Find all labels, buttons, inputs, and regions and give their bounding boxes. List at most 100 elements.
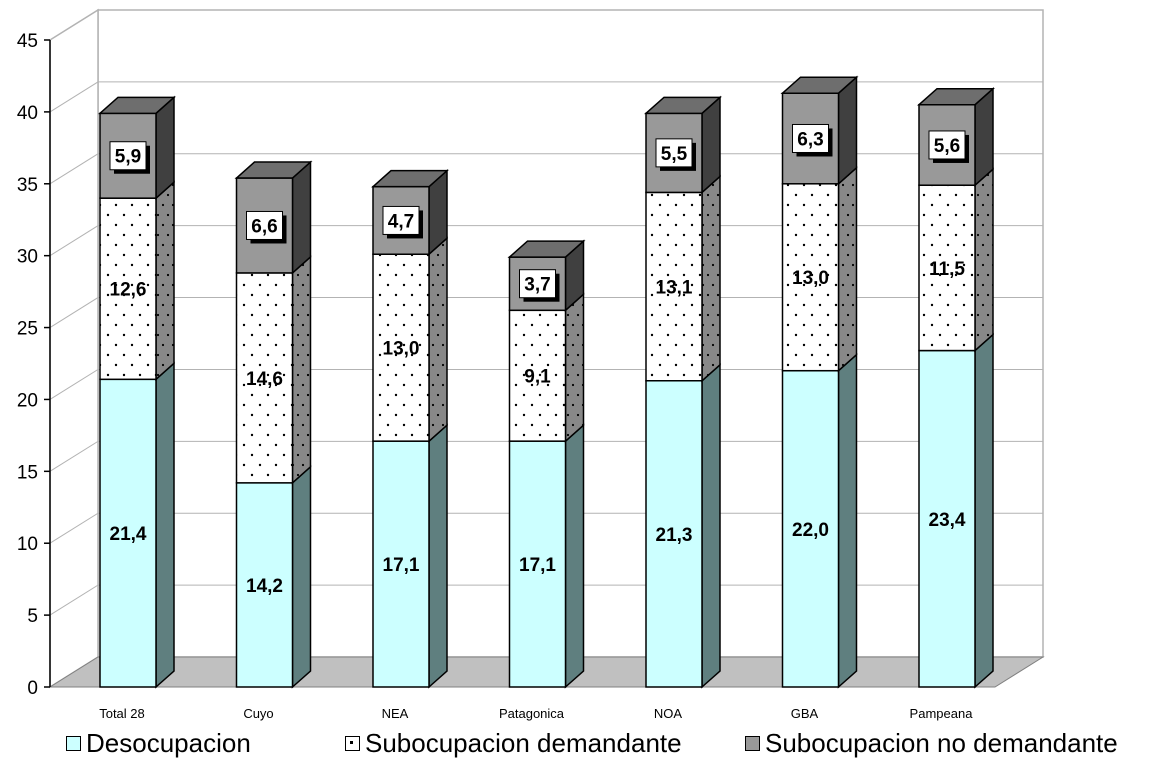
category-label: NEA: [382, 706, 409, 721]
bar-group-total-28: [98, 95, 176, 689]
y-tick-label: 45: [17, 31, 38, 52]
legend-item-subocupacion-demandante: Subocupacion demandante: [345, 728, 682, 759]
bar-desocupacion: [781, 369, 840, 688]
bar-top-subocupacion-no-demandante: [644, 96, 722, 115]
data-label-subocupacion-no-demandante: 5,5: [661, 144, 688, 165]
data-label-box: [928, 130, 966, 160]
bar-top-subocupacion-no-demandante: [98, 96, 176, 115]
data-label-subocupacion-no-demandante: 6,3: [797, 129, 823, 150]
data-label-box: [109, 141, 147, 171]
data-label-subocupacion-demandante: 11,5: [929, 259, 965, 280]
bar-top-subocupacion-no-demandante: [507, 240, 586, 258]
bar-side-subocupacion-no-demandante: [155, 95, 175, 200]
data-label-desocupacion: 23,4: [929, 510, 966, 531]
bar-group-patagonica: [507, 239, 586, 689]
legend-swatch-subocupacion-demandante: [345, 736, 360, 751]
data-label-subocupacion-demandante: 13,0: [383, 339, 420, 360]
bar-side-desocupacion: [974, 332, 994, 689]
gridline: [49, 225, 1043, 257]
legend-label: Desocupacion: [86, 728, 251, 758]
bar-side-desocupacion: [564, 423, 585, 689]
bar-side-desocupacion: [701, 363, 721, 689]
data-label-subocupacion-demandante: 12,6: [110, 280, 147, 301]
data-label-box: [655, 138, 693, 168]
data-label-desocupacion: 22,0: [792, 520, 829, 541]
category-label: Total 28: [99, 706, 145, 721]
bar-side-desocupacion: [291, 465, 312, 689]
bar-side-subocupacion-demandante: [564, 292, 585, 443]
bar-desocupacion: [918, 349, 976, 688]
gridline: [49, 440, 1043, 472]
legend-label: Subocupacion no demandante: [765, 728, 1118, 758]
bar-group-nea: [371, 168, 449, 689]
bar-side-subocupacion-demandante: [291, 255, 312, 485]
bar-group-pampeana: [917, 87, 995, 689]
bar-desocupacion: [372, 440, 430, 688]
y-tick-label: 25: [17, 319, 38, 340]
bar-subocupacion-demandante: [372, 253, 430, 442]
category-label: Patagonica: [499, 706, 565, 721]
y-tick-label: 30: [17, 247, 38, 268]
category-label: Pampeana: [910, 706, 974, 721]
data-label-desocupacion: 14,2: [246, 576, 283, 597]
bar-subocupacion-demandante: [918, 184, 976, 352]
bar-side-subocupacion-demandante: [428, 236, 448, 443]
bar-group-cuyo: [234, 160, 313, 689]
legend-swatch-subocupacion-no-demandante: [745, 736, 760, 751]
gridline: [49, 9, 1043, 41]
y-tick-label: 5: [27, 606, 38, 627]
legend-swatch-desocupacion: [66, 736, 81, 751]
bar-side-desocupacion: [428, 423, 448, 689]
bar-top-subocupacion-no-demandante: [234, 161, 313, 179]
bar-side-subocupacion-demandante: [974, 167, 994, 353]
legend-item-desocupacion: Desocupacion: [66, 728, 251, 759]
bar-side-subocupacion-no-demandante: [291, 160, 312, 275]
bar-top-subocupacion-no-demandante: [371, 169, 449, 188]
gridline: [49, 368, 1043, 400]
legend: Desocupacion Subocupacion demandante Sub…: [0, 728, 1173, 778]
bar-side-subocupacion-no-demandante: [837, 75, 858, 186]
bar-subocupacion-demandante: [645, 191, 703, 382]
bar-side-desocupacion: [155, 361, 175, 689]
data-label-subocupacion-no-demandante: 4,7: [388, 211, 414, 232]
data-label-desocupacion: 17,1: [519, 555, 556, 576]
data-label-desocupacion: 17,1: [383, 555, 420, 576]
gridline: [49, 153, 1043, 185]
gridline: [49, 584, 1043, 616]
category-label: Cuyo: [243, 706, 273, 721]
bar-subocupacion-demandante: [508, 309, 567, 442]
data-label-desocupacion: 21,4: [110, 524, 147, 545]
data-label-subocupacion-no-demandante: 5,9: [115, 147, 141, 168]
gridline: [49, 297, 1043, 328]
bar-desocupacion: [508, 440, 567, 688]
data-label-box: [519, 269, 556, 299]
gridline: [49, 512, 1043, 544]
bar-side-subocupacion-demandante: [701, 174, 721, 383]
data-label-desocupacion: 21,3: [656, 525, 693, 546]
data-label-subocupacion-demandante: 13,0: [792, 268, 829, 289]
data-label-box: [246, 210, 283, 240]
y-tick-label: 40: [17, 103, 38, 124]
bar-top-subocupacion-no-demandante: [917, 87, 995, 106]
data-label-subocupacion-no-demandante: 6,6: [251, 216, 277, 237]
y-tick-label: 10: [17, 534, 38, 555]
side-wall: [49, 8, 99, 689]
bar-subocupacion-demandante: [99, 197, 157, 381]
data-label-subocupacion-demandante: 13,1: [656, 278, 693, 299]
bar-desocupacion: [235, 482, 294, 688]
y-tick-label: 20: [17, 390, 38, 411]
data-label-subocupacion-demandante: 14,6: [246, 369, 283, 390]
bar-side-subocupacion-demandante: [837, 166, 858, 373]
category-label: GBA: [791, 706, 819, 721]
bar-desocupacion: [645, 380, 703, 688]
bar-desocupacion: [99, 378, 157, 688]
stacked-bar-chart: 21,4 12,6 5,9 14,2 14,6 6,6 17,1 13,0 4,7 17,1 9,1…: [17, 8, 1045, 721]
y-tick-label: 0: [27, 678, 38, 699]
bar-group-gba: [780, 75, 859, 689]
data-label-subocupacion-no-demandante: 5,6: [934, 136, 960, 157]
data-label-subocupacion-demandante: 9,1: [524, 367, 551, 388]
legend-label: Subocupacion demandante: [365, 728, 682, 758]
legend-item-subocupacion-no-demandante: Subocupacion no demandante: [745, 728, 1118, 759]
y-tick-label: 35: [17, 175, 38, 196]
data-label-box: [792, 123, 829, 153]
